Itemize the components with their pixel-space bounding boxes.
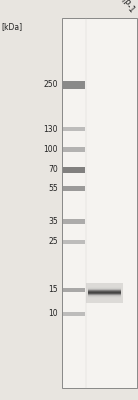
Text: 130: 130 [43, 124, 58, 134]
Bar [86, 282, 123, 302]
Bar [63, 288, 85, 292]
Bar [63, 167, 85, 173]
Bar [63, 147, 85, 152]
Bar [63, 312, 85, 316]
Bar [62, 18, 137, 388]
Text: THP-1: THP-1 [114, 0, 137, 14]
Text: [kDa]: [kDa] [1, 22, 22, 31]
Text: 100: 100 [43, 145, 58, 154]
Text: 250: 250 [43, 80, 58, 89]
Bar [63, 127, 85, 131]
Text: 25: 25 [48, 237, 58, 246]
Bar [63, 80, 85, 89]
Text: 55: 55 [48, 184, 58, 193]
Text: 70: 70 [48, 165, 58, 174]
Bar [63, 186, 85, 191]
Text: 15: 15 [48, 286, 58, 294]
Bar [63, 240, 85, 244]
Text: 35: 35 [48, 217, 58, 226]
Bar [63, 219, 85, 224]
Text: 10: 10 [48, 310, 58, 318]
